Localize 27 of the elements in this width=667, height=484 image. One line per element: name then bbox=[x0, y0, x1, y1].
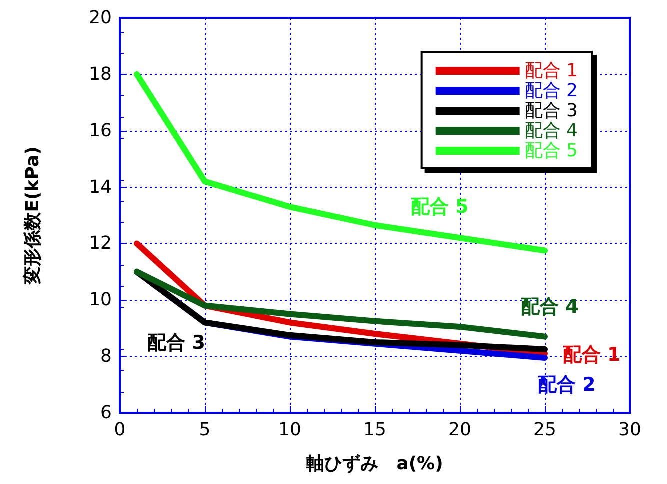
annotation: 配合 2 bbox=[538, 374, 596, 396]
y-tick-label: 16 bbox=[89, 120, 112, 142]
x-tick-label: 0 bbox=[114, 420, 126, 440]
y-tick-label: 18 bbox=[89, 64, 112, 85]
legend-label: 配合 5 bbox=[524, 140, 578, 162]
x-tick-label: 30 bbox=[618, 420, 642, 440]
x-axis-title: 軸ひずみ a(%) bbox=[306, 454, 444, 474]
annotation: 配合 5 bbox=[410, 196, 469, 218]
x-tick-label: 10 bbox=[278, 420, 302, 440]
legend-label: 配合 2 bbox=[524, 80, 578, 102]
y-tick-label: 8 bbox=[100, 346, 112, 368]
y-tick-label: 10 bbox=[89, 290, 112, 311]
y-tick-label: 20 bbox=[89, 8, 112, 28]
annotation: 配合 4 bbox=[521, 296, 579, 318]
x-tick-label: 5 bbox=[199, 420, 211, 440]
x-tick-label: 20 bbox=[448, 420, 472, 440]
y-axis-title: 変形係数E(kPa) bbox=[22, 146, 44, 286]
annotation: 配合 3 bbox=[148, 332, 206, 354]
x-tick-label: 15 bbox=[364, 420, 386, 440]
legend-label: 配合 4 bbox=[524, 120, 578, 142]
x-tick-label: 25 bbox=[534, 420, 556, 440]
y-tick-label: 14 bbox=[89, 176, 112, 198]
y-tick-label: 12 bbox=[89, 233, 112, 254]
y-tick-label: 6 bbox=[100, 402, 112, 424]
legend-label: 配合 3 bbox=[524, 100, 578, 122]
legend-label: 配合 1 bbox=[524, 60, 578, 82]
annotation: 配合 1 bbox=[562, 344, 621, 366]
